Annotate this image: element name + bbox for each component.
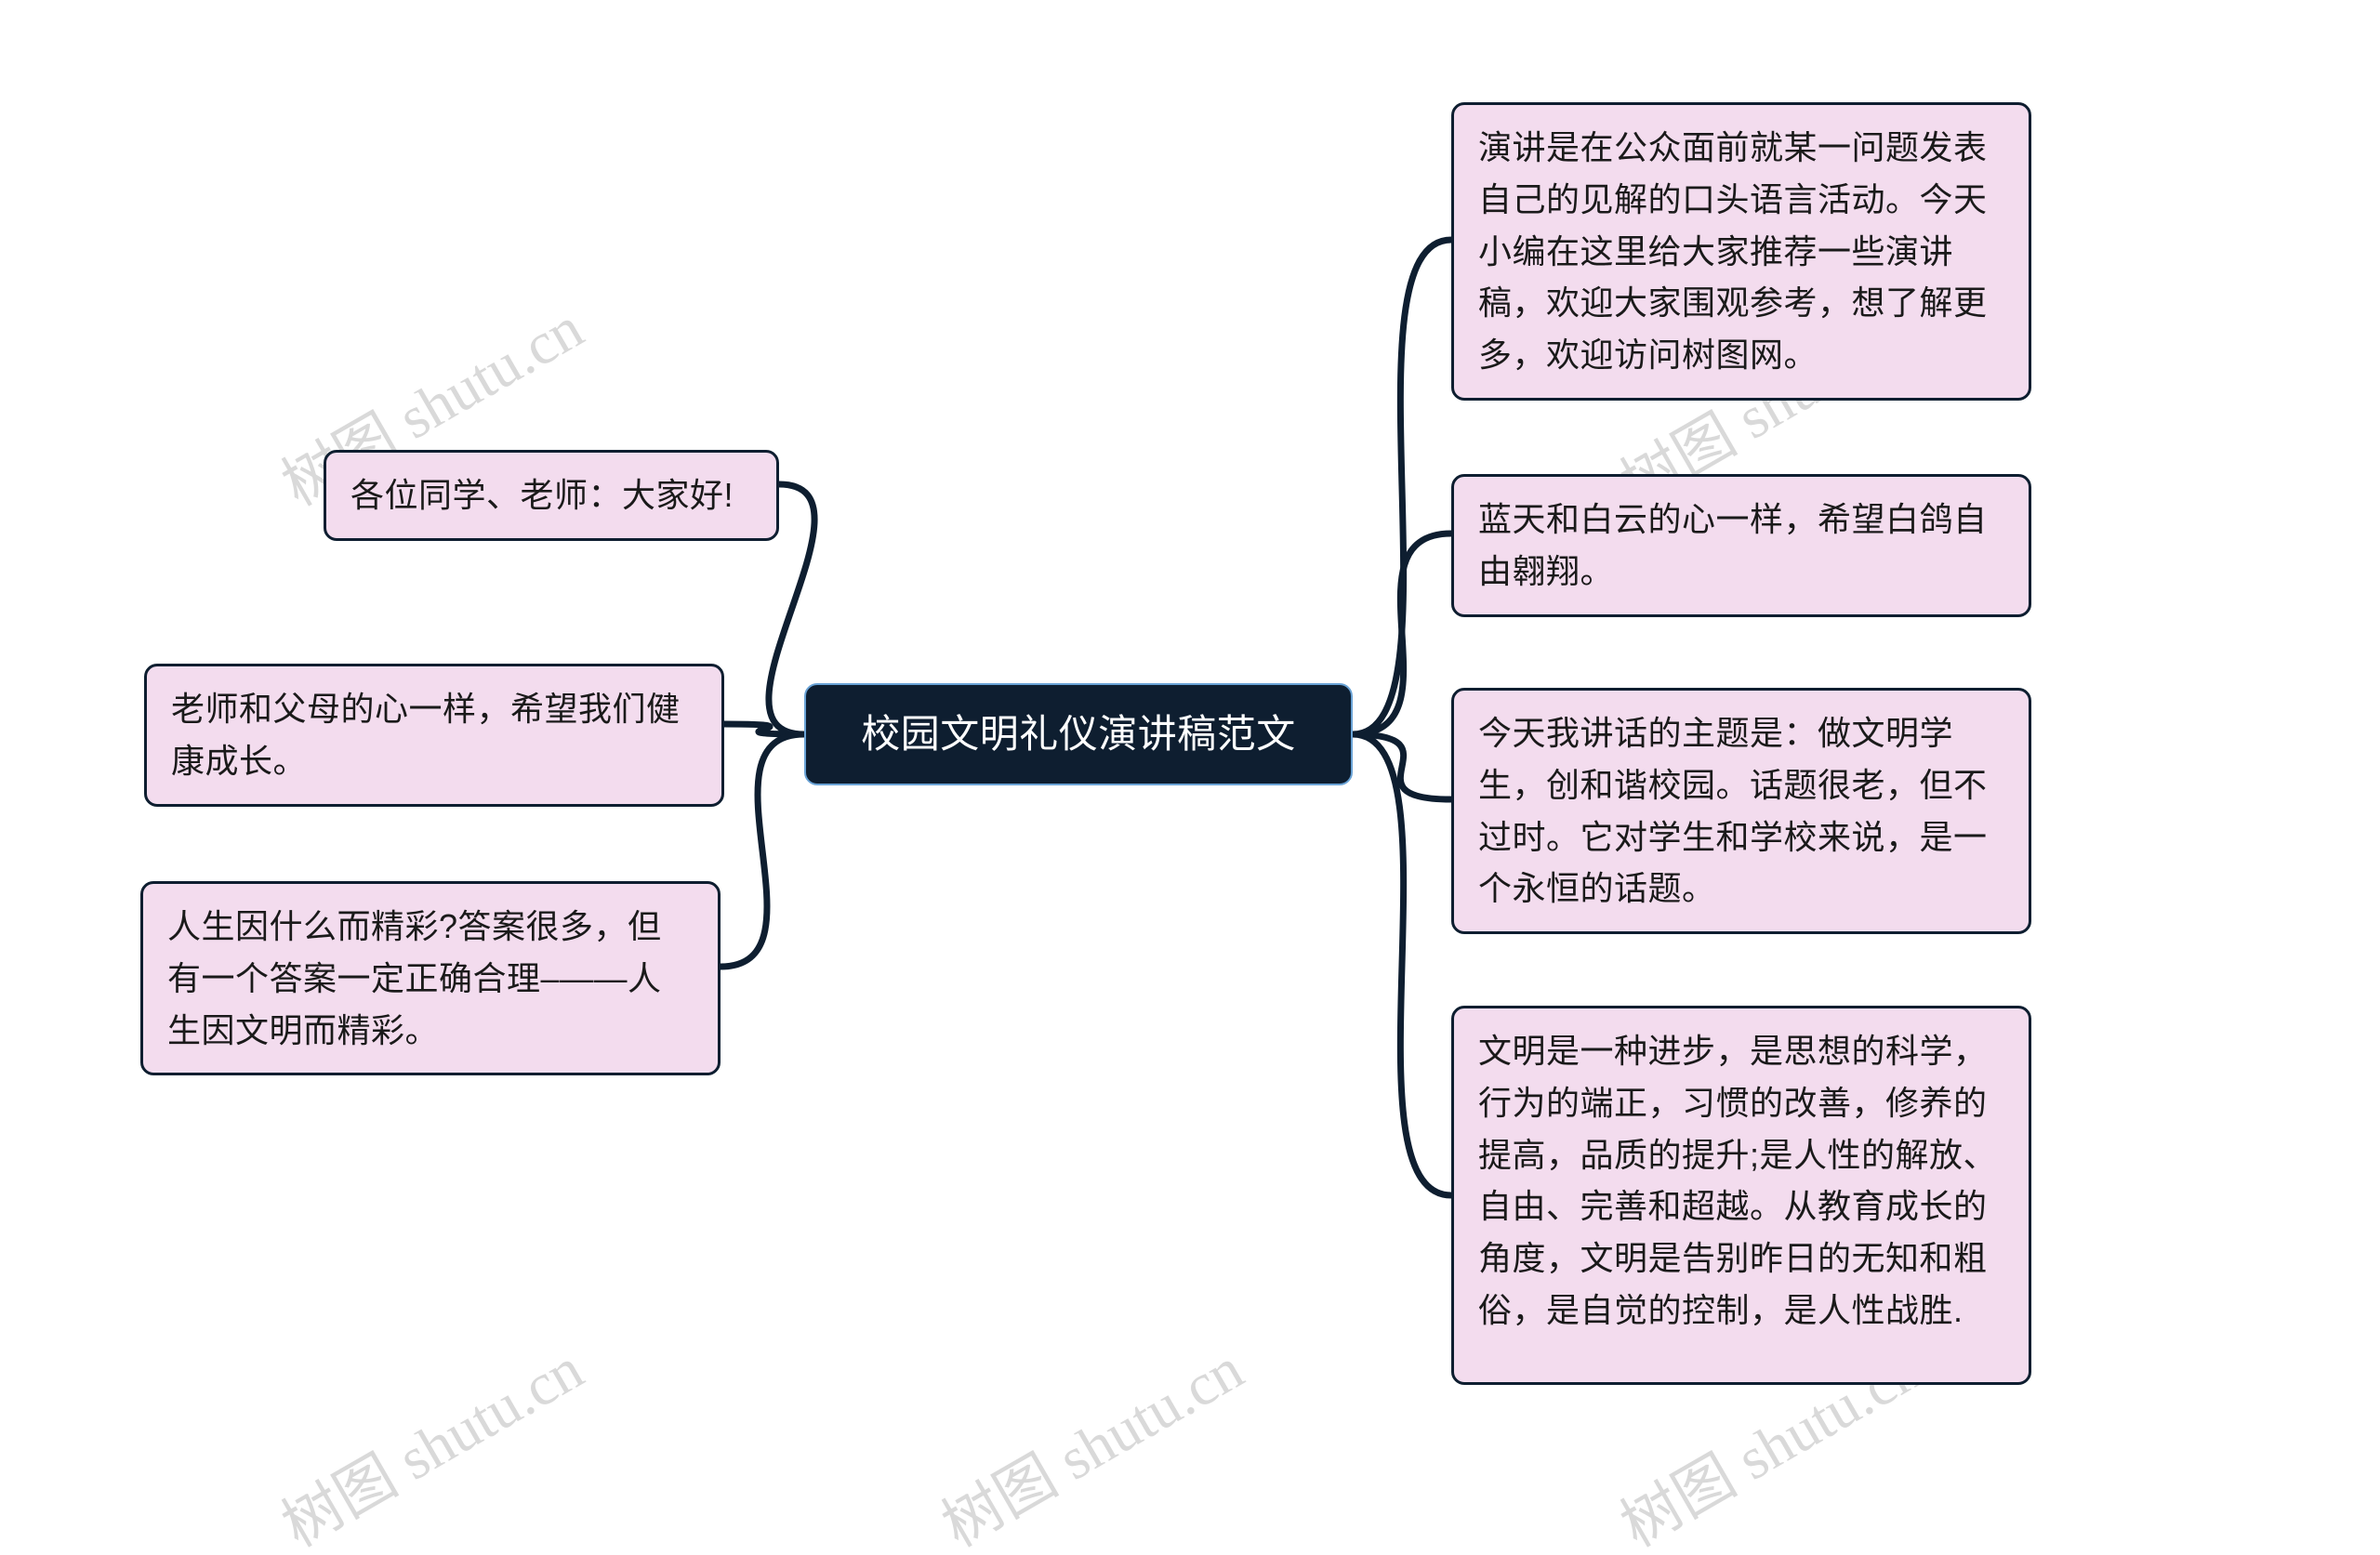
mindmap-canvas: 树图 shutu.cn树图 shutu.cn树图 shutu.cn树图 shut… xyxy=(0,0,2380,1555)
watermark: 树图 shutu.cn xyxy=(264,1323,596,1555)
leaf-node-label: 蓝天和白云的心一样，希望白鸽自由翱翔。 xyxy=(1478,500,1988,590)
leaf-node-r3: 今天我讲话的主题是：做文明学生，创和谐校园。话题很老，但不过时。它对学生和学校来… xyxy=(1451,688,2031,934)
leaf-node-label: 老师和父母的心一样，希望我们健康成长。 xyxy=(171,690,681,780)
leaf-node-label: 演讲是在公众面前就某一问题发表自己的见解的口头语言活动。今天小编在这里给大家推荐… xyxy=(1478,128,1988,374)
leaf-node-r2: 蓝天和白云的心一样，希望白鸽自由翱翔。 xyxy=(1451,474,2031,617)
watermark: 树图 shutu.cn xyxy=(924,1323,1256,1555)
central-node: 校园文明礼仪演讲稿范文 xyxy=(804,683,1353,785)
leaf-node-r4: 文明是一种进步，是思想的科学，行为的端正，习惯的改善，修养的提高，品质的提升;是… xyxy=(1451,1006,2031,1385)
watermark-text-latin: shutu.cn xyxy=(375,1336,594,1500)
watermark-text-han: 树图 xyxy=(932,1443,1067,1555)
edge xyxy=(1353,734,1451,1195)
watermark-text-han: 树图 xyxy=(1610,1443,1746,1555)
edge xyxy=(721,734,804,967)
leaf-node-l1: 各位同学、老师：大家好! xyxy=(324,450,779,541)
leaf-node-label: 各位同学、老师：大家好! xyxy=(350,476,734,514)
watermark-text-han: 树图 xyxy=(271,1443,407,1555)
edge xyxy=(1353,734,1451,799)
edge xyxy=(1353,534,1451,734)
leaf-node-label: 人生因什么而精彩?答案很多，但有一个答案一定正确合理–——人生因文明而精彩。 xyxy=(167,907,662,1049)
leaf-node-r1: 演讲是在公众面前就某一问题发表自己的见解的口头语言活动。今天小编在这里给大家推荐… xyxy=(1451,102,2031,401)
leaf-node-l3: 人生因什么而精彩?答案很多，但有一个答案一定正确合理–——人生因文明而精彩。 xyxy=(140,881,721,1075)
central-node-label: 校园文明礼仪演讲稿范文 xyxy=(861,704,1296,764)
watermark-text-latin: shutu.cn xyxy=(375,295,594,459)
leaf-node-l2: 老师和父母的心一样，希望我们健康成长。 xyxy=(144,664,724,807)
edge xyxy=(724,724,804,734)
leaf-node-label: 今天我讲话的主题是：做文明学生，创和谐校园。话题很老，但不过时。它对学生和学校来… xyxy=(1478,714,1988,907)
watermark-text-latin: shutu.cn xyxy=(1035,1336,1254,1500)
edge xyxy=(1353,240,1451,734)
leaf-node-label: 文明是一种进步，是思想的科学，行为的端正，习惯的改善，修养的提高，品质的提升;是… xyxy=(1478,1032,1997,1329)
